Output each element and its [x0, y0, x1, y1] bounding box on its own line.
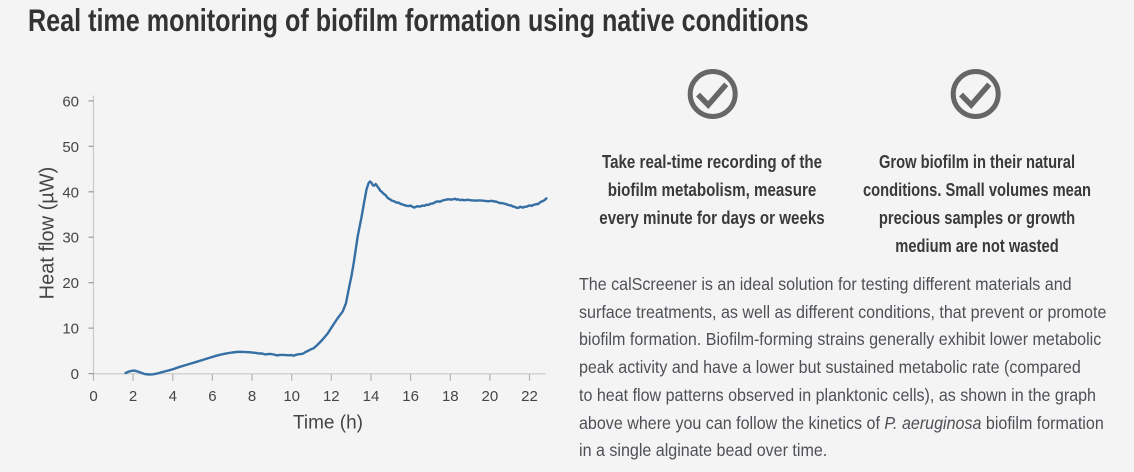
svg-text:20: 20: [62, 275, 79, 292]
svg-text:60: 60: [62, 93, 79, 110]
svg-text:0: 0: [71, 366, 79, 383]
svg-text:12: 12: [323, 388, 340, 405]
svg-text:Time (h): Time (h): [293, 412, 363, 433]
svg-text:Heat flow (µW): Heat flow (µW): [37, 167, 59, 300]
svg-text:4: 4: [169, 388, 177, 405]
svg-text:30: 30: [62, 230, 79, 247]
svg-text:8: 8: [248, 388, 256, 405]
svg-text:0: 0: [89, 388, 97, 405]
svg-text:50: 50: [62, 139, 79, 156]
svg-text:40: 40: [62, 184, 79, 201]
svg-text:18: 18: [442, 388, 459, 405]
svg-text:2: 2: [129, 388, 137, 405]
svg-text:6: 6: [208, 388, 216, 405]
svg-text:16: 16: [402, 388, 419, 405]
svg-text:10: 10: [283, 388, 300, 405]
svg-text:22: 22: [521, 388, 538, 405]
svg-text:14: 14: [363, 388, 380, 405]
svg-text:20: 20: [482, 388, 499, 405]
svg-text:10: 10: [62, 321, 79, 338]
